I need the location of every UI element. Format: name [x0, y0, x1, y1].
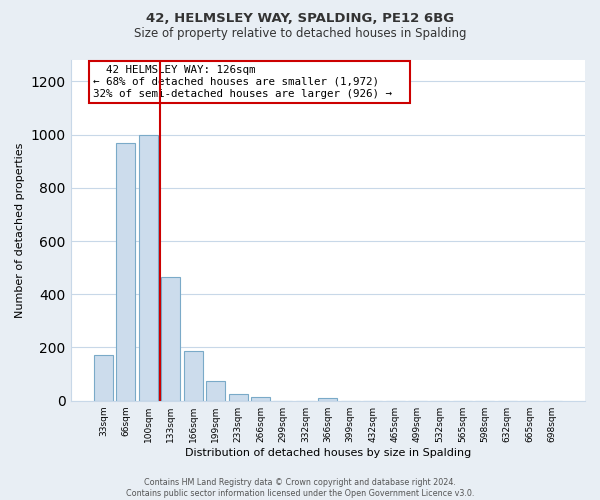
Text: 42 HELMSLEY WAY: 126sqm
← 68% of detached houses are smaller (1,972)
32% of semi: 42 HELMSLEY WAY: 126sqm ← 68% of detache… [94, 66, 406, 98]
Bar [206, 380, 225, 400]
Text: Contains HM Land Registry data © Crown copyright and database right 2024.
Contai: Contains HM Land Registry data © Crown c… [126, 478, 474, 498]
Y-axis label: Number of detached properties: Number of detached properties [15, 142, 25, 318]
Text: Size of property relative to detached houses in Spalding: Size of property relative to detached ho… [134, 28, 466, 40]
Bar [161, 277, 180, 400]
Bar [94, 356, 113, 401]
Text: 42, HELMSLEY WAY, SPALDING, PE12 6BG: 42, HELMSLEY WAY, SPALDING, PE12 6BG [146, 12, 454, 26]
Bar [251, 396, 270, 400]
Bar [116, 142, 136, 400]
Bar [139, 134, 158, 400]
Bar [184, 352, 203, 401]
X-axis label: Distribution of detached houses by size in Spalding: Distribution of detached houses by size … [185, 448, 471, 458]
Bar [229, 394, 248, 400]
Bar [318, 398, 337, 400]
